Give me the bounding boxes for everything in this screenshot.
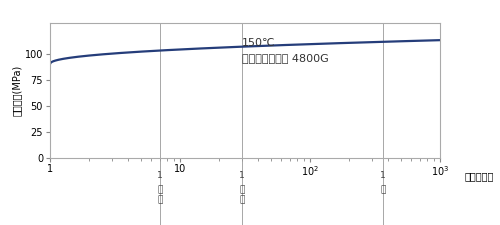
Text: 週
間: 週 間 (157, 185, 162, 205)
X-axis label: 時間（日）: 時間（日） (464, 171, 494, 181)
Y-axis label: 引張強度(MPa): 引張強度(MPa) (12, 64, 22, 116)
Text: 1: 1 (157, 171, 162, 180)
Text: 150℃
スミカエクセル 4800G: 150℃ スミカエクセル 4800G (242, 38, 329, 63)
Text: 1: 1 (380, 171, 386, 180)
Text: 1: 1 (239, 171, 245, 180)
Text: 年: 年 (380, 185, 386, 194)
Text: ケ
月: ケ 月 (240, 185, 244, 205)
